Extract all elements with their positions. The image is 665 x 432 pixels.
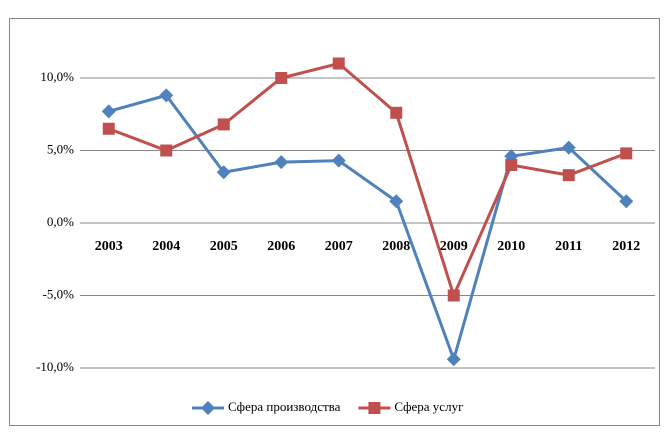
data-point bbox=[275, 72, 288, 84]
data-point bbox=[390, 106, 403, 119]
x-tick-label: 2003 bbox=[95, 239, 123, 254]
data-point bbox=[102, 122, 115, 135]
series-line bbox=[108, 61, 627, 300]
legend-marker bbox=[368, 402, 381, 414]
legend-marker bbox=[201, 401, 215, 415]
x-tick-label: 2009 bbox=[440, 239, 468, 254]
y-tick-label: -10,0% bbox=[36, 359, 74, 374]
data-point bbox=[389, 194, 404, 209]
data-point bbox=[561, 140, 576, 155]
data-point bbox=[620, 147, 633, 160]
x-tick-label: 2006 bbox=[267, 239, 295, 254]
data-point bbox=[446, 352, 461, 367]
data-point bbox=[101, 104, 116, 119]
data-point bbox=[619, 194, 634, 209]
data-point bbox=[562, 169, 575, 182]
x-tick-label: 2007 bbox=[325, 239, 353, 254]
data-point bbox=[332, 57, 345, 70]
y-tick-label: -5,0% bbox=[43, 286, 75, 301]
data-point bbox=[216, 165, 231, 180]
x-tick-label: 2008 bbox=[382, 239, 410, 254]
y-tick-label: 5,0% bbox=[47, 141, 74, 156]
data-point bbox=[447, 289, 460, 302]
series-line bbox=[108, 93, 628, 365]
x-tick-label: 2011 bbox=[555, 239, 582, 254]
data-point bbox=[331, 153, 346, 168]
y-tick-label: 0,0% bbox=[47, 214, 74, 229]
x-tick-label: 2004 bbox=[152, 239, 180, 254]
y-tick-label: 10,0% bbox=[40, 69, 74, 84]
data-point bbox=[505, 159, 518, 171]
data-point bbox=[274, 155, 289, 170]
x-tick-label: 2010 bbox=[497, 239, 525, 254]
x-tick-label: 2012 bbox=[612, 239, 640, 254]
data-point bbox=[217, 118, 230, 131]
x-tick-label: 2005 bbox=[210, 239, 238, 254]
data-point bbox=[159, 88, 174, 103]
data-point bbox=[160, 144, 173, 157]
legend-label: Сфера производства bbox=[228, 399, 341, 414]
legend-label: Сфера услуг bbox=[394, 399, 463, 414]
chart-border bbox=[9, 18, 660, 426]
